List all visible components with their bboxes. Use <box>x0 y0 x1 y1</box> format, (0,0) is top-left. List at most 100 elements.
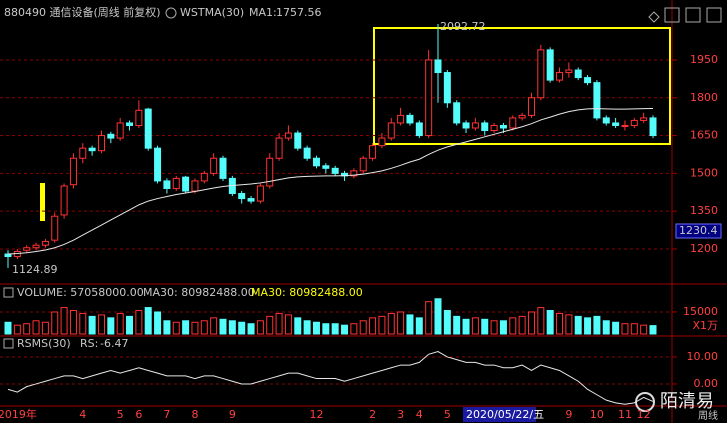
volume-bar <box>144 307 152 335</box>
candle-body <box>518 114 526 119</box>
candle-body <box>247 198 255 202</box>
volume-unit: X1万 <box>692 319 718 332</box>
x-tick-label: 12 <box>637 408 651 421</box>
highlight-bar <box>40 183 45 221</box>
candle-body <box>275 137 283 159</box>
candle-body <box>546 49 554 81</box>
volume-bar <box>13 324 21 335</box>
x-tick-label: 10 <box>590 408 604 421</box>
volume-bar <box>359 320 367 335</box>
volume-bar <box>182 320 190 335</box>
x-tick-label: 5 <box>444 408 451 421</box>
x-tick-label: 12 <box>309 408 323 421</box>
panel-icon[interactable] <box>3 287 14 298</box>
candle-body <box>331 167 339 174</box>
candle-body <box>219 157 227 179</box>
x-tick-label: 5 <box>117 408 124 421</box>
volume-bar <box>621 323 629 335</box>
candle-body <box>41 240 49 246</box>
candle-body <box>200 172 208 182</box>
panel-icon[interactable] <box>3 338 14 349</box>
ma-value: 1757.56 <box>276 6 322 19</box>
x-tick-label: 3 <box>397 408 404 421</box>
candle-body <box>182 176 190 192</box>
volume-bar <box>462 318 470 335</box>
button[interactable] <box>706 7 722 23</box>
candle-body <box>88 147 96 152</box>
candle-body <box>294 132 302 149</box>
volume-bar <box>266 315 274 335</box>
volume-bar <box>499 320 507 335</box>
button[interactable] <box>664 7 680 23</box>
settings-icon[interactable] <box>165 7 177 19</box>
button[interactable] <box>685 7 701 23</box>
candle-body <box>565 69 573 74</box>
volume-bar <box>518 315 526 335</box>
candle-body <box>116 122 124 139</box>
plot: 1950 1800 1650 1500 1350 1200 15000 10.00 0.00 20… <box>0 20 718 421</box>
candle-body <box>509 117 517 129</box>
volume-bar <box>322 323 330 335</box>
volume-bar <box>116 312 124 335</box>
volume-bar <box>228 320 236 335</box>
volume-bar <box>163 320 171 335</box>
candle-body <box>527 97 535 116</box>
rs-label: RS: <box>80 337 98 350</box>
x-tick-label: 11 <box>618 408 632 421</box>
volume-bar <box>509 317 517 335</box>
y-tick-label: 1950 <box>690 53 718 66</box>
candle-body <box>154 147 162 182</box>
volume-title: VOLUME: 57058000.00 <box>17 286 144 299</box>
candle-body <box>453 102 461 124</box>
candle-body <box>593 82 601 119</box>
x-tick-label: 2019年 <box>0 407 37 421</box>
volume-bar <box>172 321 180 335</box>
volume-bar <box>640 324 648 335</box>
candle-body <box>574 69 582 79</box>
volume-bar <box>79 312 87 335</box>
volume-bar <box>415 317 423 335</box>
y-tick-label: 1650 <box>690 129 718 142</box>
y-tick-label: 15000 <box>683 305 718 318</box>
candle-body <box>415 122 423 137</box>
volume-bar <box>247 323 255 335</box>
candle-body <box>462 122 470 129</box>
rs-value: -6.47 <box>100 337 128 350</box>
button[interactable] <box>648 11 660 23</box>
window-buttons <box>648 7 722 23</box>
candle-body <box>163 180 171 189</box>
ma-label: MA1: <box>249 6 277 19</box>
volume-ma-title: MA30: 80982488.00 <box>251 286 363 299</box>
volume-bar <box>107 317 115 335</box>
candle-body <box>284 132 292 139</box>
volume-bar <box>219 318 227 335</box>
candle-body <box>79 147 87 159</box>
candle-body <box>32 244 40 249</box>
volume-bar <box>556 312 564 335</box>
volume-bar <box>331 323 339 335</box>
candle-body <box>126 122 134 126</box>
candle-body <box>621 124 629 127</box>
volume-bar <box>443 310 451 335</box>
candle-body <box>612 122 620 126</box>
x-tick-label: 8 <box>191 408 198 421</box>
x-tick-label: 9 <box>229 408 236 421</box>
candle-body <box>107 133 115 139</box>
volume-bar <box>126 315 134 335</box>
volume-ma-title: MA30: 80982488.00 <box>143 286 255 299</box>
x-tick-label: 7 <box>163 408 170 421</box>
candle-body <box>378 137 386 147</box>
candle-body <box>369 145 377 159</box>
candle-body <box>303 147 311 159</box>
candle-body <box>537 49 545 99</box>
candle-body <box>630 119 638 126</box>
candle-body <box>443 72 451 104</box>
y-tick-label: 1800 <box>690 91 718 104</box>
candle-body <box>397 114 405 124</box>
volume-bar <box>60 307 68 335</box>
volume-bar <box>406 314 414 335</box>
candle-body <box>172 177 180 189</box>
volume-bar <box>200 320 208 335</box>
volume-bar <box>630 323 638 335</box>
volume-bar <box>350 323 358 335</box>
